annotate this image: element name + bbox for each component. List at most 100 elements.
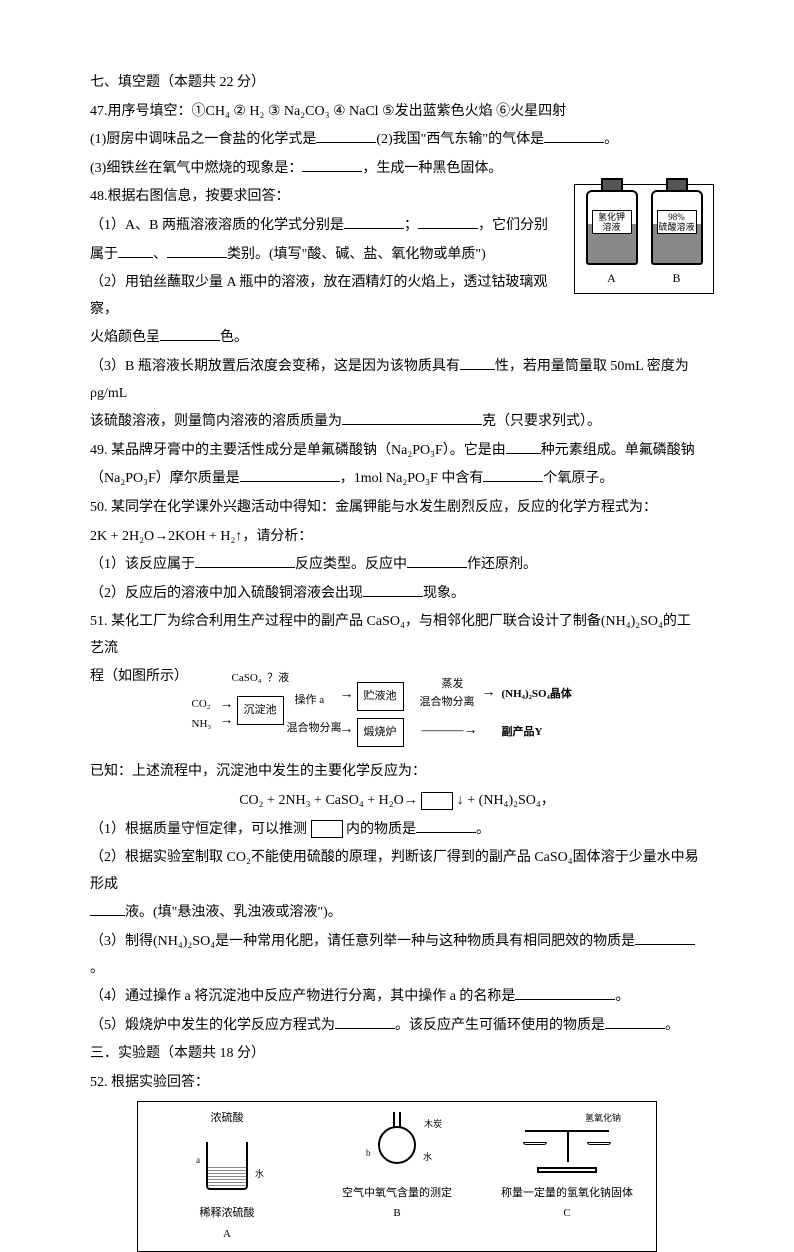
flow-in2: CO₂ [192,694,211,715]
flow-box3: 煅烧炉 [357,718,404,747]
flow-in1: CaSO₄ ？液 [232,668,290,689]
txt: 。 [476,822,490,837]
q52-stem: 52. 根据实验回答： [90,1070,704,1097]
txt: （4）通过操作 a 将沉淀池中反应产物进行分离，其中操作 a 的名称是 [90,989,515,1004]
blank[interactable] [160,327,220,341]
q50-stem: 50. 某同学在化学课外兴趣活动中得知：金属钾能与水发生剧烈反应，反应的化学方程… [90,495,704,522]
txt: 现象。 [423,586,465,601]
arrow-icon: → [220,714,234,728]
q50-p1: （1）该反应属于反应类型。反应中作还原剂。 [90,552,704,579]
txt: 。该反应产生可循环使用的物质是 [395,1018,605,1033]
exp-a-drawing: a 水 [142,1128,312,1203]
q48-p3-line2: 该硫酸溶液，则量筒内溶液的溶质质量为克（只要求列式）。 [90,409,704,436]
txt: ，1mol Na₂PO₃F 中含有 [340,471,484,486]
label-a: a [196,1152,200,1169]
txt: （3）B 瓶溶液长期放置后浓度会变稀，这是因为该物质具有 [90,359,460,374]
blank[interactable] [240,468,340,482]
blank[interactable] [118,244,153,258]
q51-p3: （3）制得(NH₄)₂SO₄是一种常用化肥，请任意列举一种与这种物质具有相同肥效… [90,929,704,982]
bottle-a-label: 氢化钾溶液 [592,210,632,235]
q47-p1-b: (2)我国"西气东输"的气体是 [376,132,544,147]
txt: 类别。(填写"酸、碱、盐、氧化物或单质") [227,247,486,262]
q47-stem: 47.用序号填空：①CH₄ ② H₂ ③ Na₂CO₃ ④ NaCl ⑤发出蓝紫… [90,99,704,126]
blank[interactable] [316,129,376,143]
blank[interactable] [605,1015,665,1029]
exp-b: 木炭 b 水 空气中氧气含量的测定 B [312,1108,482,1246]
txt: 作还原剂。 [467,557,537,572]
blank[interactable] [407,554,467,568]
blank[interactable] [90,902,125,916]
flow-box1: 沉淀池 [237,696,284,725]
blank[interactable] [302,158,362,172]
balance-pan-right [587,1142,611,1145]
bottle-b: 98%硫酸溶液 B [649,178,704,290]
txt: 。 [665,1018,679,1033]
exp-a-letter: A [142,1224,312,1245]
beaker-icon: a 水 [206,1142,248,1190]
txt: 。 [615,989,629,1004]
txt: （1）A、B 两瓶溶液溶质的化学式分别是 [90,218,344,233]
blank[interactable] [335,1015,395,1029]
blank[interactable] [344,215,404,229]
balance-post [567,1130,569,1162]
blank[interactable] [460,356,495,370]
arrow-icon: → [220,698,234,712]
arrow-icon: → [482,686,496,700]
q51-known: 已知：上述流程中，沉淀池中发生的主要化学反应为： [90,759,704,786]
txt: 种元素组成。单氟磷酸钠 [541,443,695,458]
q48-p2-line1: （2）用铂丝蘸取少量 A 瓶中的溶液，放在酒精灯的火焰上，透过钴玻璃观察， [90,270,554,323]
flow-out1: (NH₄)₂SO₄晶体 [502,684,572,705]
blank[interactable] [544,129,604,143]
bottle-b-letter: B [649,267,704,290]
exp-a: 浓硫酸 a 水 稀释浓硫酸 A [142,1108,312,1246]
q51-line2: 程（如图所示） CaSO₄ ？液 CO₂ NH₃ → → 沉淀池 操作 a 混合… [90,664,704,757]
flow-mix2: 混合物分离 [420,692,475,713]
flow-out2: 副产品Y [502,722,543,743]
q49-line2: （Na₂PO₃F）摩尔质量是，1mol Na₂PO₃F 中含有个氧原子。 [90,466,704,493]
txt: 该硫酸溶液，则量筒内溶液的溶质质量为 [90,414,342,429]
txt: （5）煅烧炉中发生的化学反应方程式为 [90,1018,335,1033]
flow-diagram: CaSO₄ ？液 CO₂ NH₃ → → 沉淀池 操作 a 混合物分离 → → … [192,668,652,753]
blank[interactable] [195,554,295,568]
blank[interactable] [418,215,478,229]
section-7-title: 七、填空题（本题共 22 分） [90,70,704,97]
blank[interactable] [506,440,541,454]
exp-c-drawing: 氢氧化钠 [482,1108,652,1183]
exp-b-bot: 空气中氧气含量的测定 [312,1183,482,1204]
balance-base [537,1167,597,1173]
q51-p1: （1）根据质量守恒定律，可以推测 内的物质是。 [90,817,704,844]
bottle-b-label: 98%硫酸溶液 [657,210,697,235]
txt: 反应类型。反应中 [295,557,407,572]
blank[interactable] [483,468,543,482]
blank[interactable] [167,244,227,258]
bottles-figure: 氢化钾溶液 A 98%硫酸溶液 B [574,184,714,294]
txt: ； [404,218,418,233]
eq-box[interactable] [421,792,453,810]
txt: （1）根据质量守恒定律，可以推测 [90,822,307,837]
exp-c: 氢氧化钠 称量一定量的氢氧化钠固体 C [482,1108,652,1246]
bottle-a: 氢化钾溶液 A [584,178,639,290]
experiment-diagram: 浓硫酸 a 水 稀释浓硫酸 A 木炭 b 水 空气中氧气含量的测定 B [137,1101,657,1252]
blank[interactable] [342,411,482,425]
bottle-neck [601,178,623,190]
txt: （3）制得(NH₄)₂SO₄是一种常用化肥，请任意列举一种与这种物质具有相同肥效… [90,934,635,949]
exp-b-drawing: 木炭 b 水 [312,1108,482,1183]
bottle-neck [666,178,688,190]
bottle-body: 氢化钾溶液 [586,190,638,265]
exp-b-letter: B [312,1203,482,1224]
txt: 程（如图所示） [90,669,188,684]
txt: ，它们分别 [478,218,548,233]
txt: ？液 [267,672,289,684]
exp-a-bot: 稀释浓硫酸 [142,1203,312,1224]
blank[interactable] [635,931,695,945]
q51-p2-a: （2）根据实验室制取 CO₂不能使用硫酸的原理，判断该厂得到的副产品 CaSO₄… [90,845,704,898]
blank[interactable] [363,583,423,597]
balance-pan-left [523,1142,547,1145]
arrow-icon: → [340,723,354,737]
flask-neck [393,1112,401,1128]
q51-eq: CO₂ + 2NH₃ + CaSO₄ + H₂O→ ↓ + (NH₄)₂SO₄， [90,788,704,815]
blank[interactable] [515,986,615,1000]
blank[interactable] [416,819,476,833]
q50-p2: （2）反应后的溶液中加入硫酸铜溶液会出现现象。 [90,581,704,608]
flow-in3: NH₃ [192,714,212,735]
